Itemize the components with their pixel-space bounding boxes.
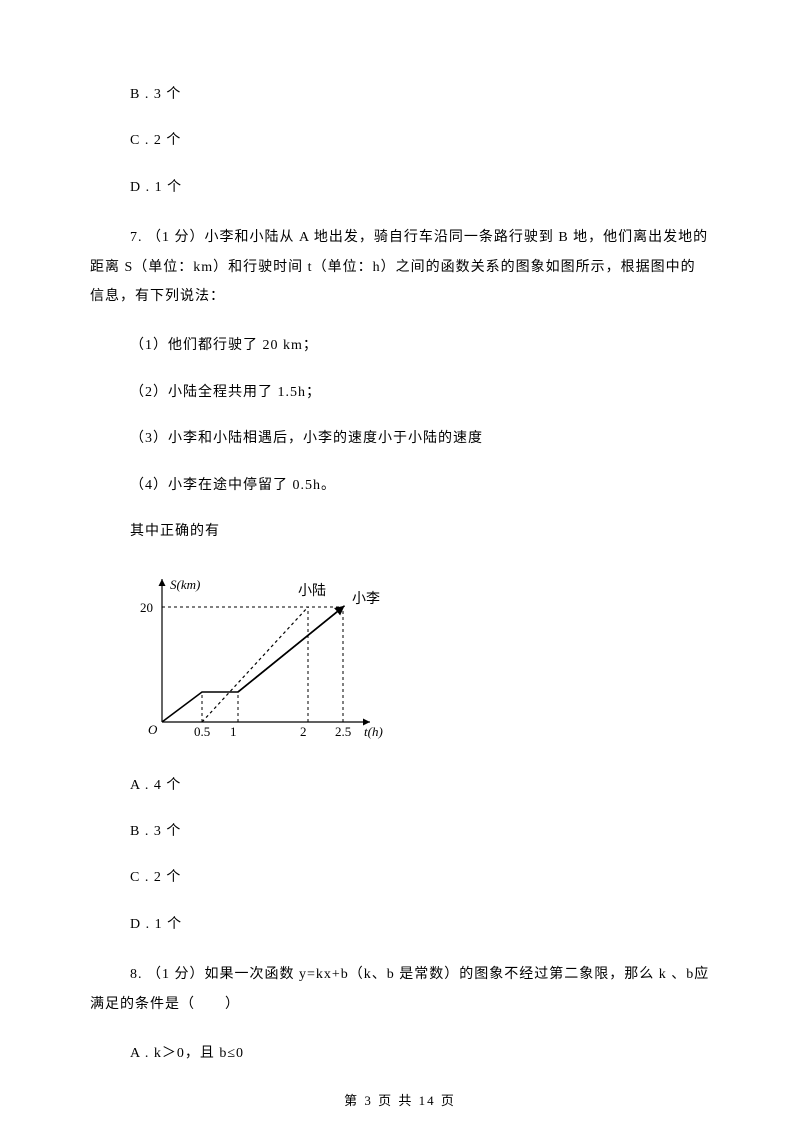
question-7-text: 7. （1 分）小李和小陆从 A 地出发，骑自行车沿同一条路行驶到 B 地，他们… bbox=[90, 223, 710, 311]
q7-statement-2: （2）小陆全程共用了 1.5h； bbox=[90, 382, 710, 404]
svg-text:2: 2 bbox=[300, 724, 307, 739]
page-footer: 第 3 页 共 14 页 bbox=[0, 1091, 800, 1112]
q7-option-a: A . 4 个 bbox=[90, 775, 710, 797]
svg-text:1: 1 bbox=[230, 724, 237, 739]
q7-statement-1: （1）他们都行驶了 20 km； bbox=[90, 335, 710, 357]
prev-option-b: B . 3 个 bbox=[90, 84, 710, 106]
svg-text:2.5: 2.5 bbox=[335, 724, 351, 739]
page-current: 3 bbox=[364, 1093, 373, 1108]
q8-option-a: A . k＞0，且 b≤0 bbox=[90, 1043, 710, 1065]
q7-statement-3: （3）小李和小陆相遇后，小李的速度小于小陆的速度 bbox=[90, 428, 710, 450]
q7-option-d: D . 1 个 bbox=[90, 914, 710, 936]
svg-text:小陆: 小陆 bbox=[298, 583, 326, 599]
svg-text:小李: 小李 bbox=[352, 591, 380, 607]
svg-text:0.5: 0.5 bbox=[194, 724, 210, 739]
q7-option-c: C . 2 个 bbox=[90, 867, 710, 889]
svg-text:20: 20 bbox=[140, 600, 153, 615]
prev-option-d: D . 1 个 bbox=[90, 177, 710, 199]
svg-text:t(h): t(h) bbox=[364, 724, 383, 739]
q7-correct-prompt: 其中正确的有 bbox=[90, 521, 710, 543]
question-8-text: 8. （1 分）如果一次函数 y=kx+b（k、b 是常数）的图象不经过第二象限… bbox=[90, 960, 710, 1019]
svg-text:O: O bbox=[148, 722, 158, 737]
prev-option-c: C . 2 个 bbox=[90, 130, 710, 152]
q7-chart: S(km) t(h) O 20 0.5 1 2 2.5 小陆小李 bbox=[90, 567, 710, 750]
q7-statement-4: （4）小李在途中停留了 0.5h。 bbox=[90, 475, 710, 497]
page-total: 14 bbox=[419, 1093, 436, 1108]
svg-text:S(km): S(km) bbox=[170, 577, 200, 592]
q7-option-b: B . 3 个 bbox=[90, 821, 710, 843]
